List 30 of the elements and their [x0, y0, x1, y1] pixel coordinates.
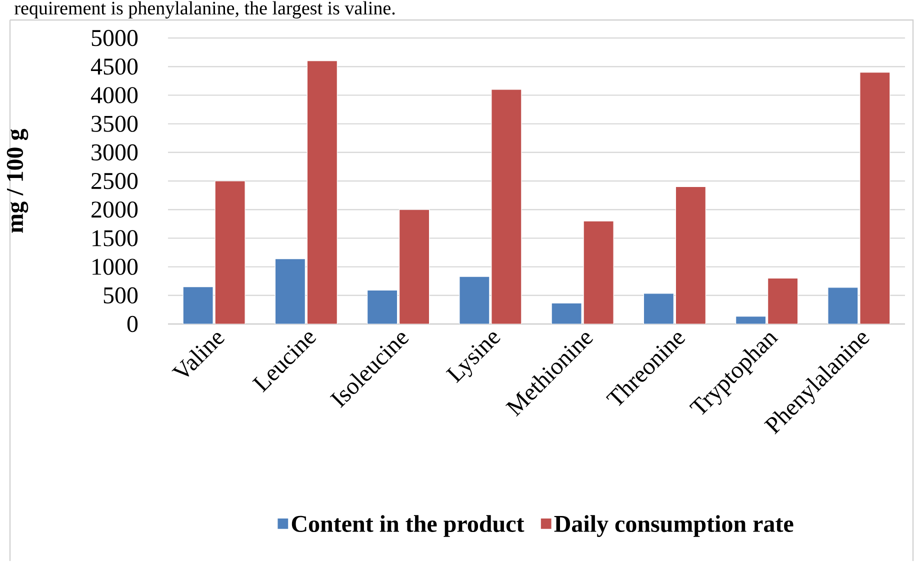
- bar: [551, 303, 582, 324]
- bar: [459, 276, 490, 324]
- y-tick-label: 4500: [90, 58, 138, 75]
- y-tick-label: 2500: [92, 173, 138, 190]
- y-tick-label: 5000: [92, 30, 138, 46]
- y-tick-label: 3500: [92, 116, 138, 132]
- bar: [643, 293, 674, 324]
- text: requirement is phenylalanine, the largest is valine.: [14, 1, 395, 19]
- bar: [860, 72, 890, 324]
- bar: [274, 258, 306, 324]
- legend-label: Daily consumption rate: [554, 515, 794, 538]
- bar: [367, 290, 398, 324]
- y-tick-label: 4000: [90, 87, 138, 104]
- bar: [182, 286, 214, 324]
- bar: [399, 210, 430, 324]
- y-tick-label: 1000: [92, 258, 138, 276]
- bar: [828, 287, 858, 324]
- bar: [583, 220, 614, 324]
- y-tick-label: 500: [104, 288, 138, 304]
- y-axis-title: mg / 100 g: [6, 129, 28, 233]
- bar: [491, 89, 522, 324]
- bar: [768, 278, 798, 324]
- y-tick-label: 2000: [92, 202, 138, 218]
- y-tick-label: 1500: [92, 230, 138, 247]
- bar: [675, 186, 706, 324]
- y-tick-label: 0: [127, 316, 138, 332]
- legend-label: Content in the product: [292, 515, 524, 538]
- bar: [214, 180, 246, 324]
- y-tick-label: 3000: [92, 144, 138, 161]
- bar: [306, 60, 338, 324]
